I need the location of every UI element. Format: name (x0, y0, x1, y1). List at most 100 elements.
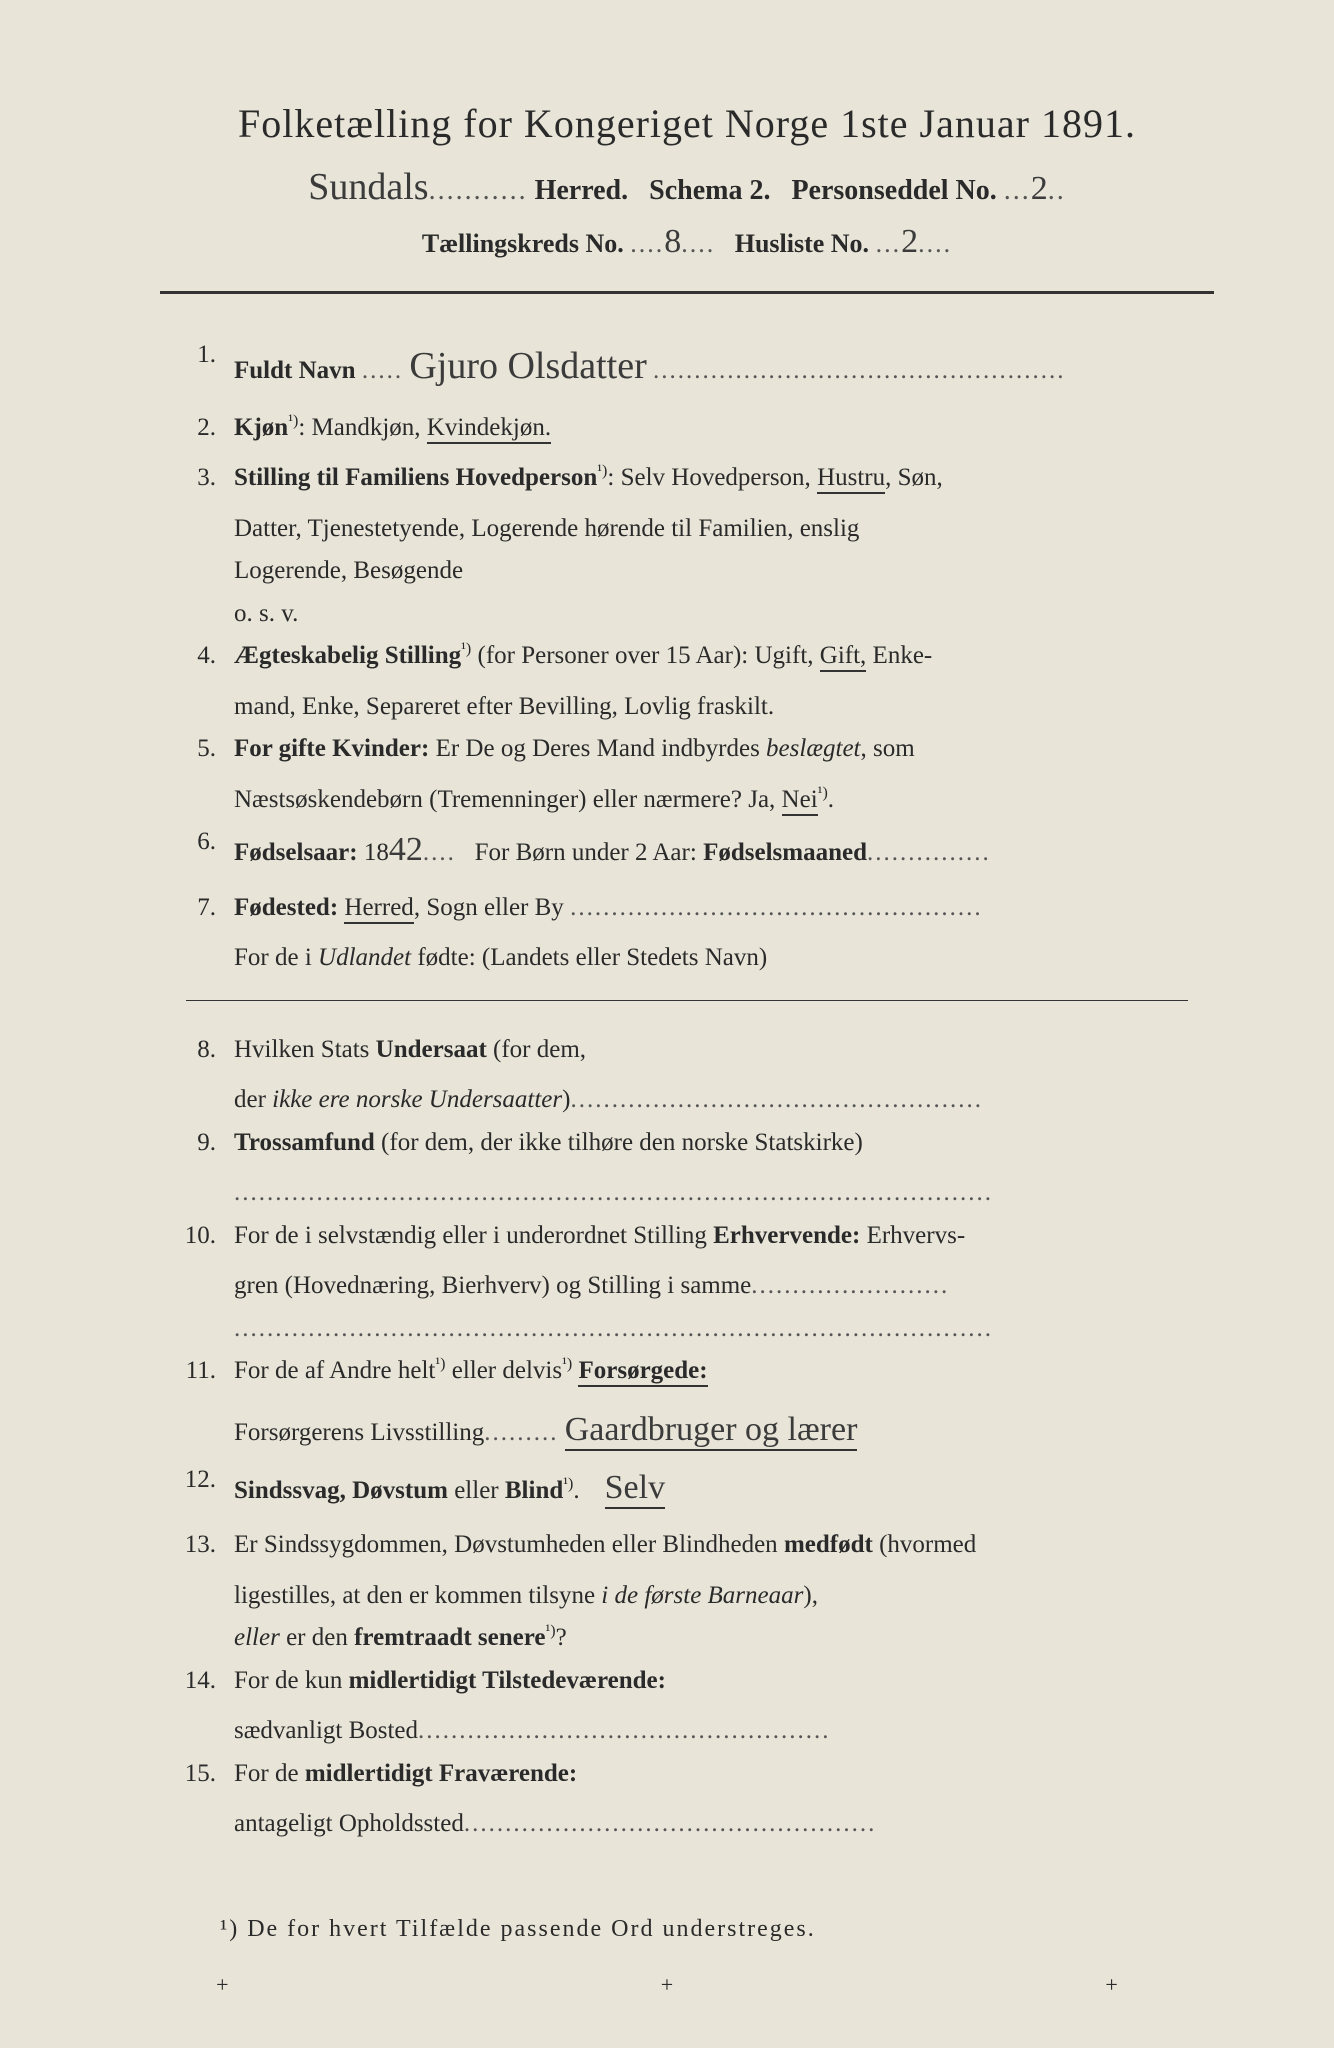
herred-label: Herred. (535, 175, 629, 206)
label: Fødselsaar: (234, 839, 358, 866)
text: eller (448, 1477, 505, 1504)
text: Hvilken Stats (234, 1036, 376, 1063)
underlined: Gift, (820, 642, 867, 672)
sup: ¹) (562, 1356, 572, 1373)
herred-name-handwritten: Sundals (308, 166, 428, 208)
item-body: Sindssvag, Døvstum eller Blind¹). Selv (234, 1459, 1214, 1517)
sup: ¹) (435, 1356, 445, 1373)
item-3-line4: o. s. v. (160, 593, 1214, 636)
bold: Sindssvag, Døvstum (234, 1477, 448, 1504)
marker-icon: + (661, 1972, 673, 1998)
dots: ........................................… (234, 1179, 993, 1206)
dots: .... (918, 229, 952, 258)
italic: ikke ere norske Undersaatter (272, 1086, 562, 1113)
header-line-2: Sundals........... Herred. Schema 2. Per… (160, 165, 1214, 209)
text: (for dem, (487, 1036, 586, 1063)
item-3-line3: Logerende, Besøgende (160, 550, 1214, 593)
item-3: 3. Stilling til Familiens Hovedperson¹):… (160, 457, 1214, 500)
text: Er De og Deres Mand indbyrdes (436, 735, 766, 762)
label: For gifte Kvinder: (234, 735, 429, 762)
item-body: Fødested: Herred, Sogn eller By ........… (234, 887, 1214, 930)
dots: ........................................… (570, 894, 983, 921)
item-num: 12. (160, 1459, 234, 1517)
name-value: Gjuro Olsdatter (409, 345, 646, 387)
sup: ¹) (597, 463, 607, 480)
item-body: Fuldt Navn ..... Gjuro Olsdatter .......… (234, 334, 1214, 399)
item-12: 12. Sindssvag, Døvstum eller Blind¹). Se… (160, 1459, 1214, 1517)
schema-label: Schema 2. (649, 175, 770, 206)
label: Ægteskabelig Stilling (234, 642, 461, 669)
underlined: Kvindekjøn. (427, 414, 551, 444)
item-num: 7. (160, 887, 234, 930)
text: , som (860, 735, 914, 762)
item-body: For de kun midlertidigt Tilstedeværende: (234, 1660, 1214, 1703)
dots: ........................................… (570, 1086, 983, 1113)
item-num: 14. (160, 1660, 234, 1703)
item-body: Trossamfund (for dem, der ikke tilhøre d… (234, 1122, 1214, 1165)
sup: ¹) (461, 641, 471, 658)
kreds-no: 8 (664, 223, 681, 260)
dots: .... (630, 229, 664, 258)
sup: ¹) (818, 784, 828, 801)
item-num: 13. (160, 1524, 234, 1567)
husliste-no: 2 (901, 223, 918, 260)
label: Kjøn (234, 414, 288, 441)
italic: beslægtet (766, 735, 860, 762)
item-3-line2: Datter, Tjenestetyende, Logerende hørend… (160, 508, 1214, 551)
item-10-dots: ........................................… (160, 1308, 1214, 1351)
text: For de af Andre helt (234, 1357, 435, 1384)
divider-mid (186, 1000, 1187, 1001)
text: er den (280, 1624, 354, 1651)
text: Enke- (866, 642, 932, 669)
bold: Undersaat (376, 1036, 487, 1063)
text: der (234, 1086, 272, 1113)
text: , Sogn eller By (414, 894, 564, 921)
item-body: For de af Andre helt¹) eller delvis¹) Fo… (234, 1350, 1214, 1393)
item-14: 14. For de kun midlertidigt Tilstedevære… (160, 1660, 1214, 1703)
item-8: 8. Hvilken Stats Undersaat (for dem, (160, 1029, 1214, 1072)
item-13-line3: eller er den fremtraadt senere¹)? (160, 1617, 1214, 1660)
text: For de i (234, 944, 318, 971)
item-8-line2: der ikke ere norske Undersaatter).......… (160, 1079, 1214, 1122)
item-num: 3. (160, 457, 234, 500)
dots: ........... (429, 175, 528, 206)
item-11-line2: Forsørgerens Livsstilling......... Gaard… (160, 1401, 1214, 1459)
text: sædvanligt Bosted (234, 1717, 418, 1744)
bold: midlertidigt Fraværende: (305, 1760, 577, 1787)
item-body: Ægteskabelig Stilling¹) (for Personer ov… (234, 635, 1214, 678)
text: ligestilles, at den er kommen tilsyne (234, 1582, 601, 1609)
text: For de (234, 1760, 305, 1787)
bold: Erhvervende: (713, 1222, 860, 1249)
item-4-line2: mand, Enke, Separeret efter Bevilling, L… (160, 686, 1214, 729)
item-10-line2: gren (Hovednæring, Bierhverv) og Stillin… (160, 1265, 1214, 1308)
item-num: 9. (160, 1122, 234, 1165)
dots: ............... (867, 839, 991, 866)
item-4: 4. Ægteskabelig Stilling¹) (for Personer… (160, 635, 1214, 678)
sup: ¹) (545, 1623, 555, 1640)
marker-icon: + (216, 1972, 228, 1998)
item-11: 11. For de af Andre helt¹) eller delvis¹… (160, 1350, 1214, 1393)
text: Næstsøskendebørn (Tremenninger) eller næ… (234, 786, 782, 813)
marker-icon: + (1105, 1972, 1117, 1998)
text: Selv Hovedperson, (621, 464, 818, 491)
text: Mandkjøn, (312, 414, 427, 441)
dots: .... (681, 229, 715, 258)
dots: ........................ (751, 1272, 949, 1299)
text: , Søn, (885, 464, 943, 491)
item-5-line2: Næstsøskendebørn (Tremenninger) eller næ… (160, 779, 1214, 822)
text: Er Sindssygdommen, Døvstumheden eller Bl… (234, 1531, 784, 1558)
item-10: 10. For de i selvstændig eller i underor… (160, 1215, 1214, 1258)
personseddel-no: 2 (1031, 170, 1048, 207)
bold: Fødselsmaaned (703, 839, 867, 866)
underlined: Hustru (817, 464, 885, 494)
item-5: 5. For gifte Kvinder: Er De og Deres Man… (160, 728, 1214, 771)
divider-top (160, 291, 1214, 294)
year-prefix: 18 (364, 839, 389, 866)
kreds-label: Tællingskreds No. (422, 229, 624, 258)
dots: ... (1004, 175, 1031, 206)
census-form-page: Folketælling for Kongeriget Norge 1ste J… (0, 0, 1334, 2048)
dots: .... (423, 839, 456, 866)
text: eller delvis (445, 1357, 562, 1384)
text: (hvormed (873, 1531, 976, 1558)
dots: ........................................… (418, 1717, 831, 1744)
